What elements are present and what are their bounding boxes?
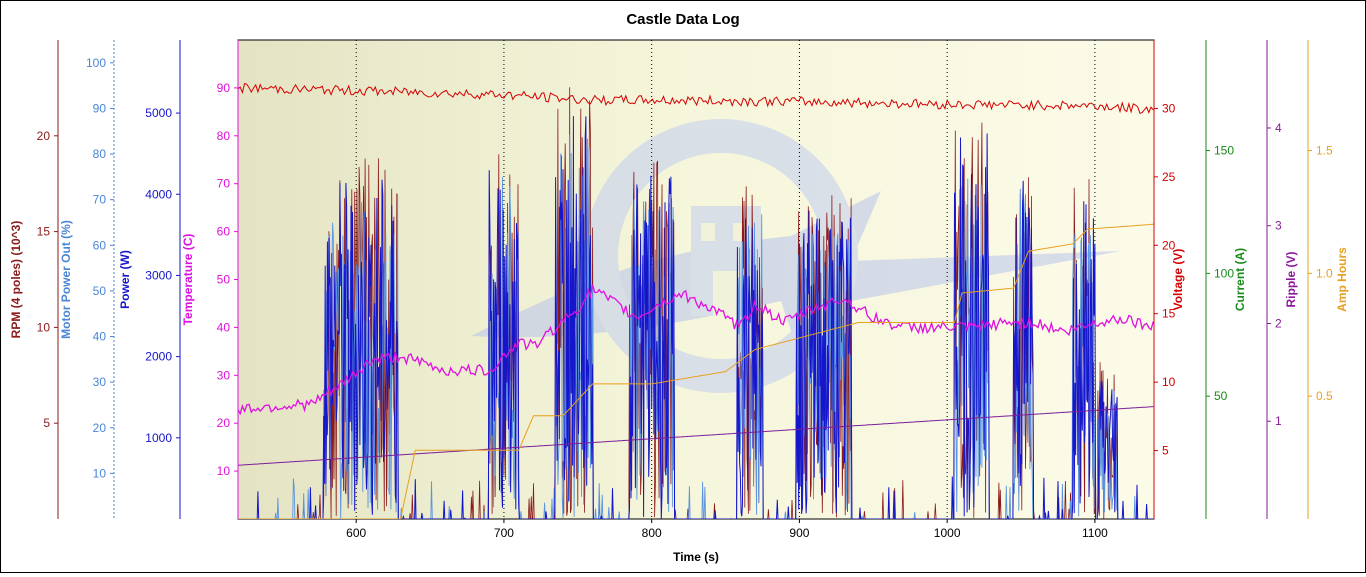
volt-tick-label: 15: [1162, 307, 1176, 321]
temperature-series-line: [238, 284, 1154, 416]
x-tick-label-700: 700: [494, 526, 514, 540]
mpo-tick-label: 70: [93, 193, 107, 207]
mpo-tick-label: 10: [93, 466, 107, 480]
mpo-axis-label: Motor Power Out (%): [59, 220, 73, 339]
temp-tick-label: 80: [217, 129, 231, 143]
rpm-tick-label: 15: [37, 225, 51, 239]
mpo-tick-label: 80: [93, 147, 107, 161]
rpm-tick-label: 5: [43, 416, 50, 430]
rip-tick-label: 1: [1275, 414, 1282, 428]
rip-tick-label: 4: [1275, 121, 1282, 135]
mpo-tick-label: 20: [93, 421, 107, 435]
volt-tick-label: 10: [1162, 375, 1176, 389]
mpo-tick-label: 50: [93, 284, 107, 298]
amph-axis-label: Amp Hours: [1335, 247, 1349, 312]
volt-tick-label: 20: [1162, 238, 1176, 252]
mpo-tick-label: 90: [93, 101, 107, 115]
curr-axis-label: Current (A): [1233, 248, 1247, 311]
temp-tick-label: 20: [217, 416, 231, 430]
mpo-tick-label: 30: [93, 375, 107, 389]
rip-tick-label: 3: [1275, 219, 1282, 233]
rpm-tick-label: 10: [37, 320, 51, 334]
curr-tick-label: 150: [1214, 144, 1234, 158]
curr-tick-label: 50: [1214, 389, 1228, 403]
motor-power-out-series-line: [238, 134, 1154, 519]
x-axis-label: Time (s): [673, 550, 719, 564]
volt-axis-label: Voltage (V): [1171, 249, 1185, 311]
temp-tick-label: 40: [217, 320, 231, 334]
amph-tick-label: 0.5: [1316, 389, 1333, 403]
power-tick-label: 5000: [145, 106, 172, 120]
amph-tick-label: 1.5: [1316, 144, 1333, 158]
volt-tick-label: 30: [1162, 101, 1176, 115]
rip-tick-label: 2: [1275, 316, 1282, 330]
power-tick-label: 2000: [145, 350, 172, 364]
amph-tick-label: 1.0: [1316, 266, 1333, 280]
power-series-line: [238, 116, 1154, 519]
voltage-series-line: [238, 82, 1154, 114]
temp-tick-label: 70: [217, 177, 231, 191]
x-tick-label-800: 800: [642, 526, 662, 540]
power-tick-label: 3000: [145, 268, 172, 282]
ripple-series-line: [238, 406, 1154, 466]
power-axis-label: Power (W): [118, 250, 132, 309]
mpo-tick-label: 60: [93, 238, 107, 252]
chart-title: Castle Data Log: [626, 11, 739, 28]
x-tick-label-900: 900: [789, 526, 809, 540]
temp-tick-label: 60: [217, 225, 231, 239]
rpm-axis-label: RPM (4 poles) (10^3): [9, 221, 23, 339]
amp-hours-series-line: [238, 223, 1154, 519]
temp-tick-label: 30: [217, 368, 231, 382]
temp-tick-label: 90: [217, 81, 231, 95]
mpo-tick-label: 100: [86, 56, 106, 70]
x-tick-label-1100: 1100: [1082, 526, 1108, 540]
curr-tick-label: 100: [1214, 266, 1234, 280]
x-tick-label-1000: 1000: [934, 526, 961, 540]
volt-tick-label: 25: [1162, 170, 1176, 184]
rpm-tick-label: 20: [37, 129, 51, 143]
temp-axis-label: Temperature (C): [181, 234, 195, 326]
temp-tick-label: 10: [217, 464, 231, 478]
rip-axis-label: Ripple (V): [1284, 251, 1298, 307]
volt-tick-label: 5: [1162, 444, 1169, 458]
x-tick-label-600: 600: [346, 526, 366, 540]
power-tick-label: 4000: [145, 187, 172, 201]
mpo-tick-label: 40: [93, 330, 107, 344]
power-tick-label: 1000: [145, 431, 172, 445]
temp-tick-label: 50: [217, 273, 231, 287]
